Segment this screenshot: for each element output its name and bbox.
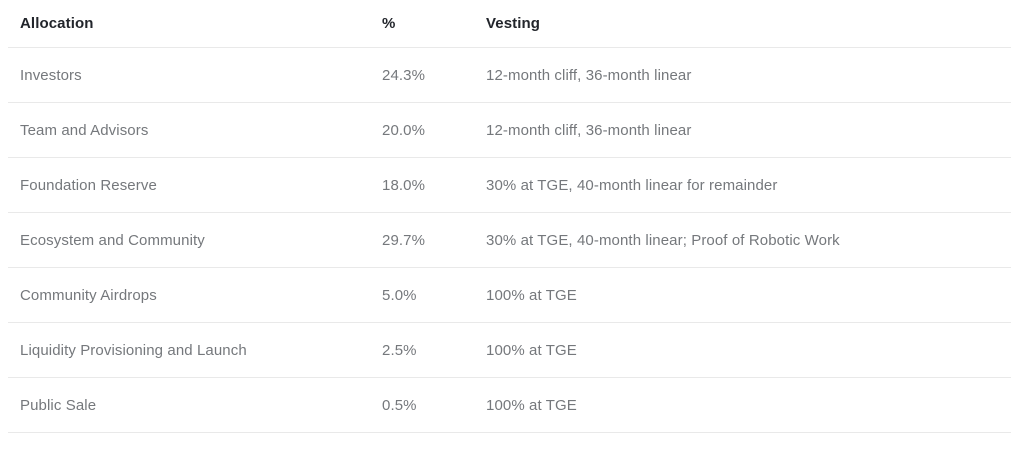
percent-cell: 20.0% [382,121,426,139]
vesting-cell: 100% at TGE [486,341,577,359]
allocation-cell: Community Airdrops [20,286,157,304]
vesting-cell: 100% at TGE [486,396,577,414]
allocation-cell: Liquidity Provisioning and Launch [20,341,247,359]
table-row-public-sale: Public Sale 0.5% 100% at TGE [8,378,1011,433]
table-row-community-airdrops: Community Airdrops 5.0% 100% at TGE [8,268,1011,323]
percent-cell: 18.0% [382,176,426,194]
table-row-investors: Investors 24.3% 12-month cliff, 36-month… [8,48,1011,103]
percent-cell: 0.5% [382,396,417,414]
allocation-cell: Public Sale [20,396,97,414]
percent-cell: 5.0% [382,286,417,304]
vesting-cell: 30% at TGE, 40-month linear for remainde… [486,176,778,194]
vesting-cell: 12-month cliff, 36-month linear [486,121,692,139]
percent-cell: 29.7% [382,231,426,249]
column-header-percent: % [382,15,396,32]
table-row-liquidity-provisioning-and-launch: Liquidity Provisioning and Launch 2.5% 1… [8,323,1011,378]
table-row-ecosystem-and-community: Ecosystem and Community 29.7% 30% at TGE… [8,213,1011,268]
vesting-cell: 30% at TGE, 40-month linear; Proof of Ro… [486,231,840,249]
vesting-cell: 12-month cliff, 36-month linear [486,66,692,84]
table-header-row: Allocation % Vesting [8,0,1011,48]
allocation-cell: Team and Advisors [20,121,149,139]
allocation-cell: Ecosystem and Community [20,231,205,249]
table-row-foundation-reserve: Foundation Reserve 18.0% 30% at TGE, 40-… [8,158,1011,213]
percent-cell: 2.5% [382,341,417,359]
table-row-team-and-advisors: Team and Advisors 20.0% 12-month cliff, … [8,103,1011,158]
column-header-vesting: Vesting [486,15,541,32]
column-header-allocation: Allocation [20,15,94,32]
allocation-cell: Investors [20,66,82,84]
vesting-cell: 100% at TGE [486,286,577,304]
allocation-table: Allocation % Vesting Investors 24.3% 12-… [8,0,1011,433]
allocation-cell: Foundation Reserve [20,176,157,194]
percent-cell: 24.3% [382,66,426,84]
